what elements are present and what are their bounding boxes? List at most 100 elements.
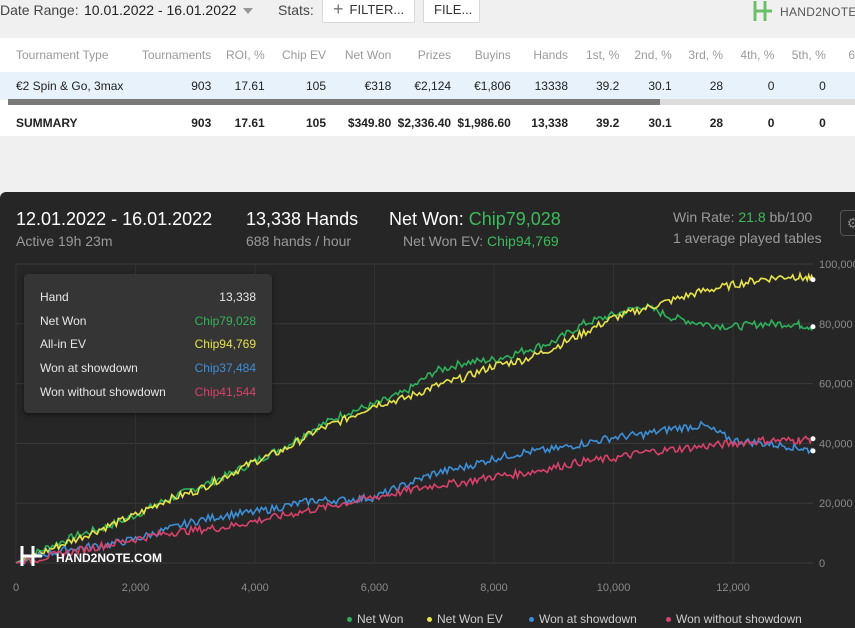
net-won-ev-label: Net Won EV:	[403, 233, 488, 249]
series-line-won-at-showdown	[15, 420, 814, 566]
active-time: Active 19h 23m	[16, 233, 113, 249]
legend-item-net-won-ev[interactable]: Net Won EV	[427, 612, 503, 626]
series-line-net-won	[15, 303, 814, 564]
table-cell: 28	[671, 72, 724, 100]
tooltip-row: Hand 13,338	[40, 290, 256, 304]
average-tables: 1 average played tables	[673, 230, 822, 246]
summary-cell: 28	[709, 116, 724, 130]
y-tick-label: 0	[819, 558, 825, 570]
summary-cell: $1,986.60	[457, 116, 511, 130]
summary-cell: 0	[819, 116, 826, 130]
col-header[interactable]: Tournaments	[141, 48, 212, 62]
net-won-value: Chip79,028	[468, 209, 561, 229]
summary-cell: $2,336.40	[397, 116, 452, 130]
x-tick-label: 12,000	[716, 582, 750, 594]
legend-label: Won at showdown	[539, 612, 637, 626]
summary-cell: $349.80	[347, 116, 392, 130]
col-header[interactable]: 1st, %	[585, 48, 620, 62]
tooltip-value: Chip41,544	[194, 385, 256, 399]
tooltip-label: All-in EV	[40, 337, 87, 351]
col-header[interactable]: 3rd, %	[688, 48, 724, 62]
graph-panel: 12.01.2022 - 16.01.2022 Active 19h 23m 1…	[0, 192, 855, 628]
tooltip-row: Won without showdown Chip41,544	[40, 385, 256, 399]
table-cell: 105	[264, 72, 327, 100]
table-cell: 17.61	[211, 72, 265, 100]
file-button-label: FILE...	[434, 2, 473, 17]
col-header[interactable]: Chip EV	[281, 48, 327, 62]
stats-table: Tournament Type Tournaments ROI, % Chip …	[0, 38, 855, 136]
col-header[interactable]: 4th, %	[740, 48, 775, 62]
win-rate-value: 21.8	[738, 209, 766, 225]
gear-icon[interactable]: ⚙	[840, 210, 855, 236]
table-cell: 0	[774, 72, 826, 100]
y-tick-label: 100,000	[819, 259, 855, 271]
legend-dot	[529, 617, 534, 623]
y-tick-label: 20,000	[819, 498, 853, 510]
date-range-select[interactable]: 10.01.2022 - 16.01.2022	[84, 2, 253, 18]
col-header[interactable]: 5th, %	[791, 48, 826, 62]
tooltip-row: All-in EV Chip94,769	[40, 337, 256, 351]
y-tick-label: 60,000	[819, 379, 853, 391]
tooltip-value: 13,338	[219, 290, 256, 304]
legend-label: Net Won EV	[437, 612, 503, 626]
x-tick-label: 10,000	[597, 582, 631, 594]
chart-svg: 0 20,000 40,000 60,000 80,000 100,000 0 2,000 4,…	[13, 259, 855, 594]
legend-item-won-at-showdown[interactable]: Won at showdown	[529, 612, 637, 626]
series-end-point	[810, 448, 816, 454]
horizontal-scrollbar-thumb[interactable]	[8, 99, 660, 105]
col-header[interactable]: Tournament Type	[16, 48, 109, 62]
y-tick-label: 80,000	[819, 319, 853, 331]
legend-dot	[666, 617, 671, 623]
tooltip-label: Won at showdown	[40, 361, 138, 375]
summary-cell: 39.2	[595, 116, 620, 130]
col-header[interactable]: Buyins	[474, 48, 511, 62]
tooltip-label: Won without showdown	[40, 385, 166, 399]
summary-cell: 0	[767, 116, 775, 130]
col-header[interactable]: Net Won	[344, 48, 392, 62]
logo-icon	[753, 1, 772, 21]
summary-cell: SUMMARY	[16, 116, 78, 130]
tooltip-row: Net Won Chip79,028	[40, 314, 256, 328]
filter-button[interactable]: + FILTER...	[322, 0, 415, 23]
table-header-row: Tournament Type Tournaments ROI, % Chip …	[0, 38, 855, 72]
col-header[interactable]: Hands	[533, 48, 568, 62]
graph-date-range: 12.01.2022 - 16.01.2022	[16, 209, 213, 229]
legend-dot	[347, 617, 352, 623]
table-cell: €2 Spin & Go, 3max	[0, 72, 126, 100]
stats-table-container: Tournament Type Tournaments ROI, % Chip …	[0, 38, 855, 136]
legend-item-net-won[interactable]: Net Won	[347, 612, 403, 626]
top-toolbar: Date Range: 10.01.2022 - 16.01.2022 Stat…	[0, 0, 855, 38]
net-won-ev-summary: Net Won EV: Chip94,769	[403, 233, 559, 249]
win-rate-label: Win Rate:	[673, 209, 739, 225]
watermark-text: HAND2NOTE.COM	[56, 551, 163, 565]
summary-cell: 17.61	[234, 116, 265, 130]
col-header[interactable]: 2nd, %	[634, 48, 672, 62]
x-tick-label: 6,000	[361, 582, 389, 594]
x-tick-label: 2,000	[122, 582, 150, 594]
legend-item-won-without-showdown[interactable]: Won without showdown	[666, 612, 802, 626]
table-row[interactable]: €2 Spin & Go, 3max 903 17.61 105 €318 €2…	[0, 72, 855, 100]
net-won-ev-value: Chip94,769	[487, 233, 559, 249]
y-tick-label: 40,000	[819, 438, 853, 450]
series-line-net-won-ev	[15, 271, 814, 564]
chart-tooltip: Hand 13,338 Net Won Chip79,028 All-in EV Ch…	[24, 274, 272, 413]
col-header[interactable]: 6	[848, 48, 855, 62]
summary-cell	[826, 108, 855, 136]
tooltip-value: Chip37,484	[194, 361, 256, 375]
col-header[interactable]: ROI, %	[226, 48, 265, 62]
win-rate: Win Rate: 21.8 bb/100	[673, 209, 812, 225]
table-cell: €1,806	[451, 72, 511, 100]
tooltip-value: Chip79,028	[194, 314, 256, 328]
hands-per-hour: 688 hands / hour	[246, 233, 352, 249]
file-button[interactable]: FILE...	[423, 0, 480, 23]
date-range-value: 10.01.2022 - 16.01.2022	[84, 2, 237, 18]
x-tick-label: 4,000	[241, 582, 269, 594]
tooltip-label: Net Won	[40, 314, 87, 328]
summary-row: SUMMARY 903 17.61 105 $349.80 $2,336.40 …	[0, 108, 855, 136]
table-cell: 0	[723, 72, 775, 100]
col-header[interactable]: Prizes	[417, 48, 452, 62]
summary-cell: 13,338	[531, 116, 568, 130]
chevron-down-icon	[242, 8, 253, 15]
stats-label: Stats:	[278, 2, 314, 18]
table-cell: 903	[125, 72, 212, 100]
